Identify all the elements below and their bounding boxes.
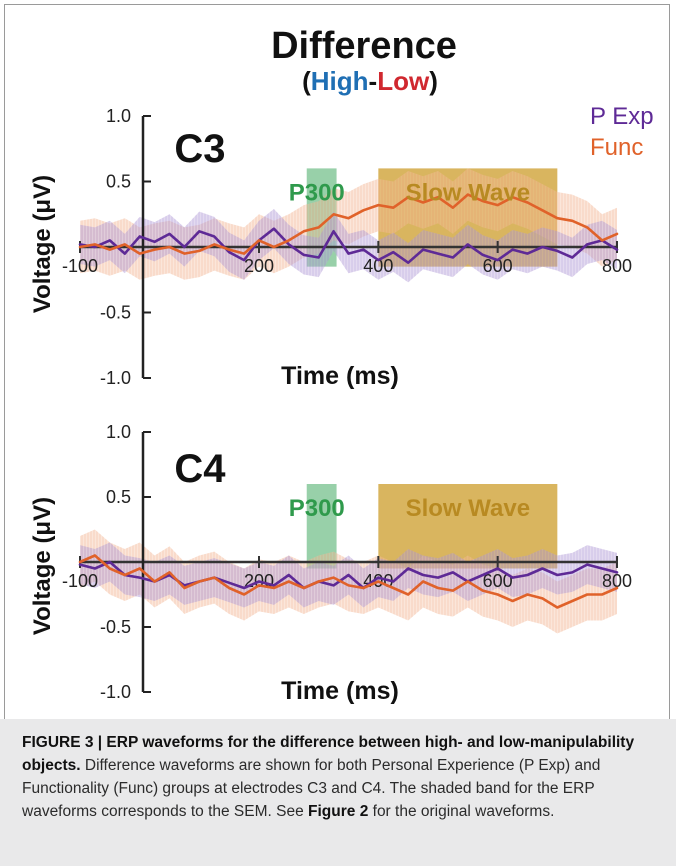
series-line-func-c4	[78, 554, 619, 609]
series-line-p-exp-c3	[78, 227, 619, 265]
subtitle-dash: -	[369, 66, 378, 96]
y-tick-label-c4-3: -1.0	[100, 682, 131, 702]
y-axis-label-c4: Voltage (μV)	[29, 497, 56, 635]
x-tick-label-c3-2: 400	[363, 256, 393, 276]
x-tick-label-c3-0: -100	[62, 256, 98, 276]
caption-text-2: for the original waveforms.	[368, 803, 555, 820]
x-tick-label-c3-3: 600	[483, 256, 513, 276]
y-tick-label-c3-0: 1.0	[106, 106, 131, 126]
caption-figure-ref[interactable]: Figure 2	[308, 803, 369, 820]
subtitle-open: (	[302, 66, 311, 96]
panel-c3: C3 Voltage (μV) Time (ms) -100 200 400 600 8…	[29, 106, 632, 390]
panel-label-c4: C4	[174, 447, 226, 491]
caption-text-1: Difference waveforms are shown for both …	[22, 757, 601, 820]
x-tick-label-c3-1: 200	[244, 256, 274, 276]
y-tick-label-c3-1: 0.5	[106, 172, 131, 192]
figure-frame	[4, 4, 670, 860]
subtitle-high: High	[311, 66, 369, 96]
x-tick-label-c4-4: 800	[602, 571, 632, 591]
panel-label-c3: C3	[174, 127, 225, 171]
y-axis-label-c3-text: Voltage (μV)	[29, 175, 56, 313]
legend-func: Func	[590, 134, 643, 161]
subtitle-close: )	[429, 66, 438, 96]
panel-c4: C4 Voltage (μV) Time (ms) -100 200 400 600 8…	[29, 422, 632, 705]
y-tick-label-c4-1: 0.5	[106, 487, 131, 507]
caption-label: FIGURE 3 | ERP waveforms for the differe…	[22, 734, 635, 774]
figure-subtitle: (High-Low)	[302, 66, 438, 96]
series-line-func-c3	[78, 193, 619, 255]
x-tick-label-c4-0: -100	[62, 571, 98, 591]
window-label-slow-wave-c4: Slow Wave	[406, 495, 530, 522]
x-axis-label-c3: Time (ms)	[281, 362, 399, 390]
y-tick-label-c4-0: 1.0	[106, 422, 131, 442]
figure-caption: FIGURE 3 | ERP waveforms for the differe…	[0, 719, 676, 866]
figure-title: Difference	[271, 25, 457, 67]
window-label-slow-wave-c3: Slow Wave	[406, 179, 530, 206]
window-label-p300-c3: P300	[289, 179, 345, 206]
y-tick-label-c3-3: -1.0	[100, 368, 131, 388]
y-axis-label-c4-text: Voltage (μV)	[29, 497, 56, 635]
y-tick-label-c3-2: -0.5	[100, 303, 131, 323]
series-line-p-exp-c4	[78, 560, 619, 590]
window-label-p300-c4: P300	[289, 495, 345, 522]
sem-band-p-exp-c3	[80, 209, 617, 283]
legend-p-exp: P Exp	[590, 103, 654, 130]
x-tick-label-c3-4: 800	[602, 256, 632, 276]
x-axis-label-c4: Time (ms)	[281, 677, 399, 705]
erp-figure: Difference (High-Low) P Exp Func C3 Volt…	[29, 25, 654, 705]
y-axis-label-c3: Voltage (μV)	[29, 175, 56, 313]
y-tick-label-c4-2: -0.5	[100, 617, 131, 637]
subtitle-low: Low	[377, 66, 430, 96]
x-tick-label-c4-3: 600	[483, 571, 513, 591]
